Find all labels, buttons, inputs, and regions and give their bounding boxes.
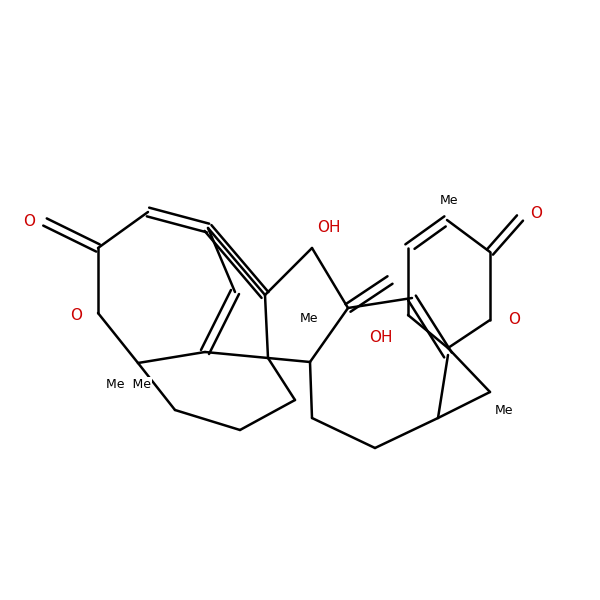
Text: O: O	[530, 205, 542, 220]
Text: Me  Me: Me Me	[106, 379, 151, 391]
Text: Me: Me	[440, 193, 458, 206]
Text: Me: Me	[299, 311, 318, 325]
Text: O: O	[70, 307, 82, 323]
Text: O: O	[23, 214, 35, 229]
Text: OH: OH	[370, 329, 393, 344]
Text: Me: Me	[495, 403, 514, 416]
Text: OH: OH	[317, 220, 341, 235]
Text: O: O	[508, 313, 520, 328]
